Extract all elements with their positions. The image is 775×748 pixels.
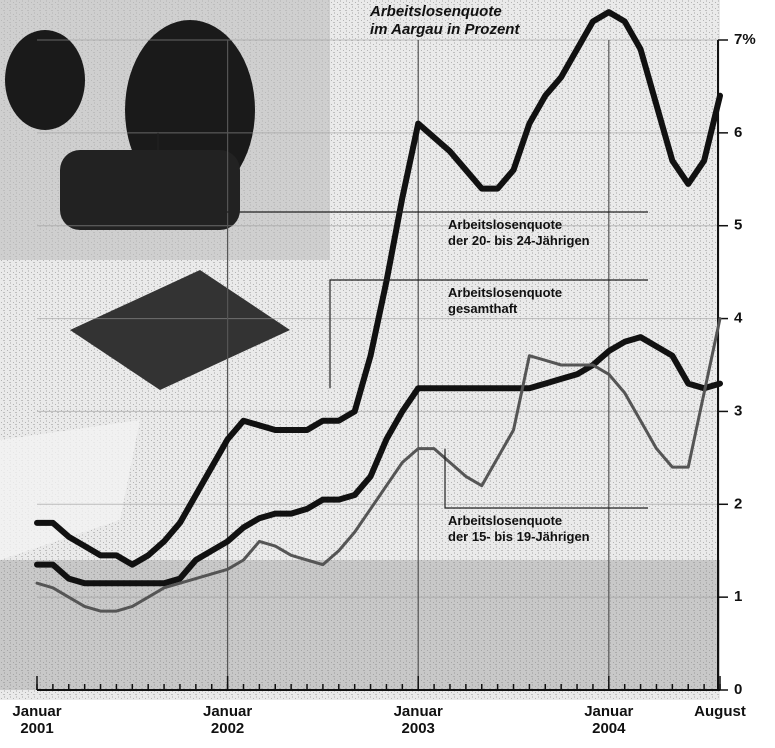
y-tick-label: 2: [734, 495, 742, 512]
y-tick-label: 3: [734, 402, 742, 419]
y-tick-label: 1: [734, 588, 742, 605]
y-tick-label: 7%: [734, 31, 756, 48]
y-tick-label: 5: [734, 217, 742, 234]
chart: Arbeitslosenquoteim Aargau in Prozent 0 1 2…: [0, 0, 775, 748]
y-tick-label: 0: [734, 681, 742, 698]
y-tick-label: 6: [734, 124, 742, 141]
y-tick-label: 4: [734, 310, 743, 327]
x-tick-label: August: [694, 703, 746, 720]
